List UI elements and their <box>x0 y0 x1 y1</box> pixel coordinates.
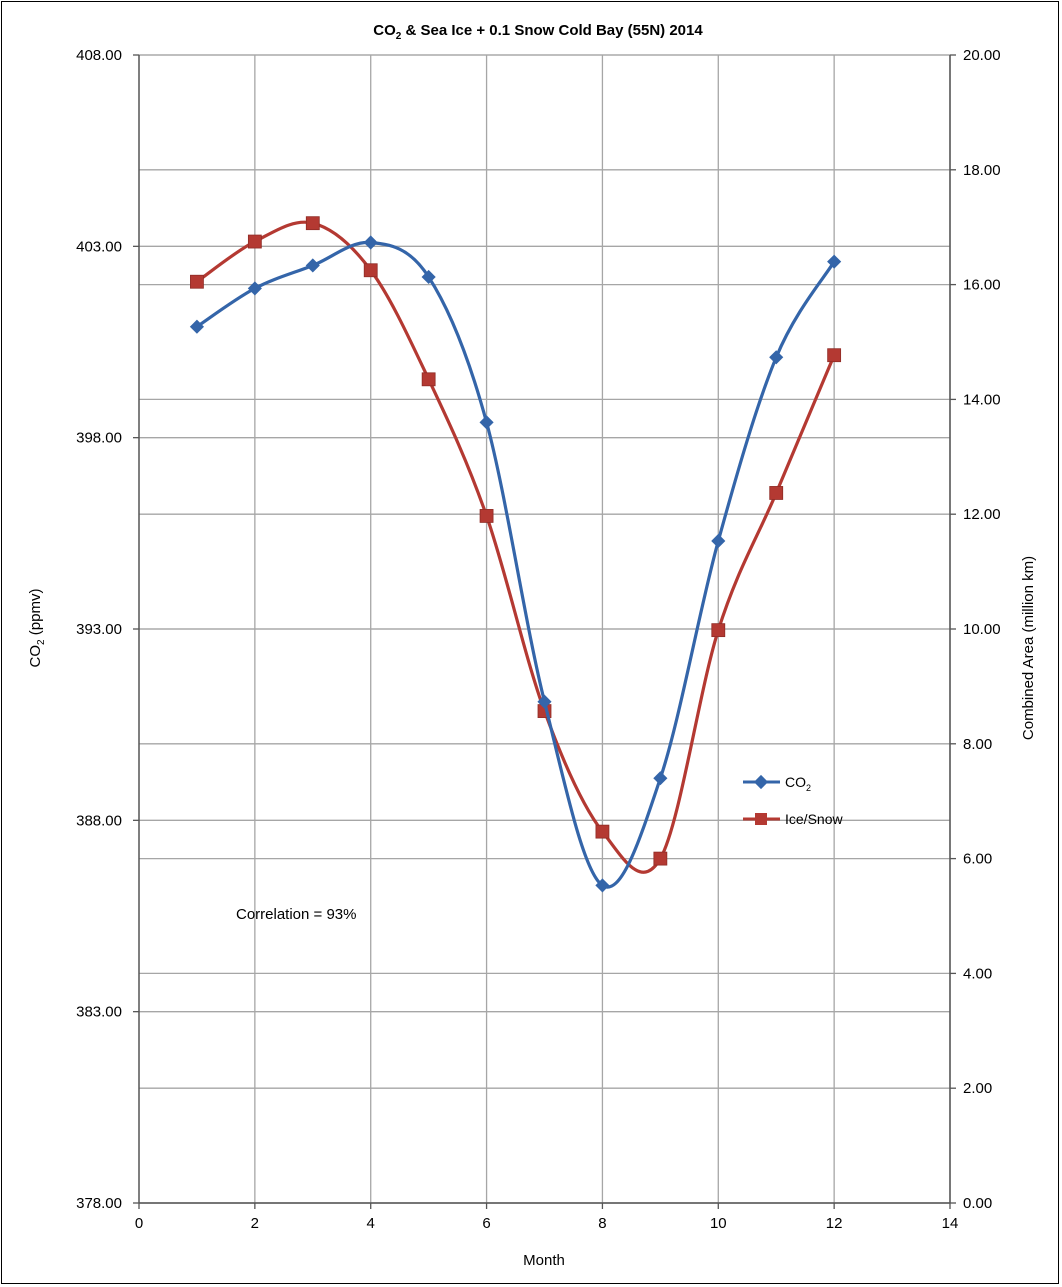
y-right-tick-label: 8.00 <box>963 736 992 753</box>
correlation-annotation: Correlation = 93% <box>236 906 356 923</box>
data-point-ice-snow <box>479 509 494 523</box>
data-point-co2 <box>537 694 552 709</box>
data-point-co2 <box>189 319 204 334</box>
legend-co2-marker <box>753 774 769 790</box>
y-right-tick-label: 14.00 <box>963 391 1001 408</box>
data-point-ice-snow <box>827 348 842 363</box>
legend: CO2 Ice/Snow <box>743 774 843 827</box>
x-tick-label: 2 <box>251 1215 259 1232</box>
legend-ice-label: Ice/Snow <box>785 811 843 827</box>
y-left-tick-label: 378.00 <box>76 1195 122 1212</box>
y-right-tick-label: 6.00 <box>963 851 992 868</box>
y-left-tick-label: 398.00 <box>76 430 122 447</box>
x-tick-label: 14 <box>942 1215 959 1232</box>
y-left-tick-label: 393.00 <box>76 621 122 638</box>
data-point-co2 <box>363 235 378 250</box>
x-tick-label: 0 <box>135 1215 143 1232</box>
data-point-ice-snow <box>190 274 204 289</box>
legend-item-ice-snow: Ice/Snow <box>743 811 843 827</box>
y-right-tick-label: 2.00 <box>963 1080 992 1097</box>
y-right-tick-label: 4.00 <box>963 965 992 982</box>
grid <box>139 54 951 1204</box>
data-point-co2 <box>305 258 320 273</box>
data-point-ice-snow <box>595 824 610 839</box>
y-right-tick-label: 20.00 <box>963 47 1001 64</box>
y-right-tick-label: 18.00 <box>963 162 1001 179</box>
x-tick-label: 12 <box>826 1215 843 1232</box>
y-left-tick-label: 408.00 <box>76 47 122 64</box>
axes <box>133 54 956 1209</box>
legend-co2-label: CO2 <box>785 774 811 793</box>
y-right-tick-label: 0.00 <box>963 1195 992 1212</box>
x-tick-label: 8 <box>598 1215 606 1232</box>
y-axis-left-label: CO2 (ppmv) <box>27 589 47 668</box>
data-point-co2 <box>479 415 494 430</box>
legend-item-co2: CO2 <box>743 774 811 793</box>
series-line-ice-snow <box>196 220 836 874</box>
series-line-co2 <box>196 240 836 889</box>
data-point-ice-snow <box>769 486 784 500</box>
y-left-tick-label: 388.00 <box>76 812 122 829</box>
x-axis-label: Month <box>523 1252 565 1269</box>
data-point-ice-snow <box>421 372 436 387</box>
data-point-ice-snow <box>363 263 378 278</box>
chart-title: CO2 & Sea Ice + 0.1 Snow Cold Bay (55N) … <box>373 22 703 42</box>
legend-ice-marker <box>755 813 767 825</box>
data-point-co2 <box>827 254 842 269</box>
series-layer <box>189 216 842 893</box>
y-right-tick-label: 16.00 <box>963 277 1001 294</box>
y-right-tick-label: 12.00 <box>963 506 1001 523</box>
data-point-ice-snow <box>247 234 262 249</box>
data-point-co2 <box>711 533 726 549</box>
data-point-co2 <box>595 878 610 893</box>
x-tick-label: 10 <box>710 1215 727 1232</box>
data-point-ice-snow <box>711 623 726 638</box>
data-point-co2 <box>653 771 668 786</box>
data-point-co2 <box>421 269 436 285</box>
y-left-tick-label: 403.00 <box>76 238 122 255</box>
x-tick-label: 6 <box>482 1215 490 1232</box>
tick-labels: 0 2 4 6 8 10 12 14 378.00 383.00 388.00 393.00 398.0… <box>76 47 1000 1232</box>
y-axis-right-label: Combined Area (million km) <box>1020 556 1037 740</box>
data-point-co2 <box>769 350 784 365</box>
data-point-ice-snow <box>653 851 668 866</box>
y-right-tick-label: 10.00 <box>963 621 1001 638</box>
y-left-tick-label: 383.00 <box>76 1004 122 1021</box>
data-point-co2 <box>247 281 262 296</box>
x-tick-label: 4 <box>367 1215 375 1232</box>
data-point-ice-snow <box>305 216 320 231</box>
